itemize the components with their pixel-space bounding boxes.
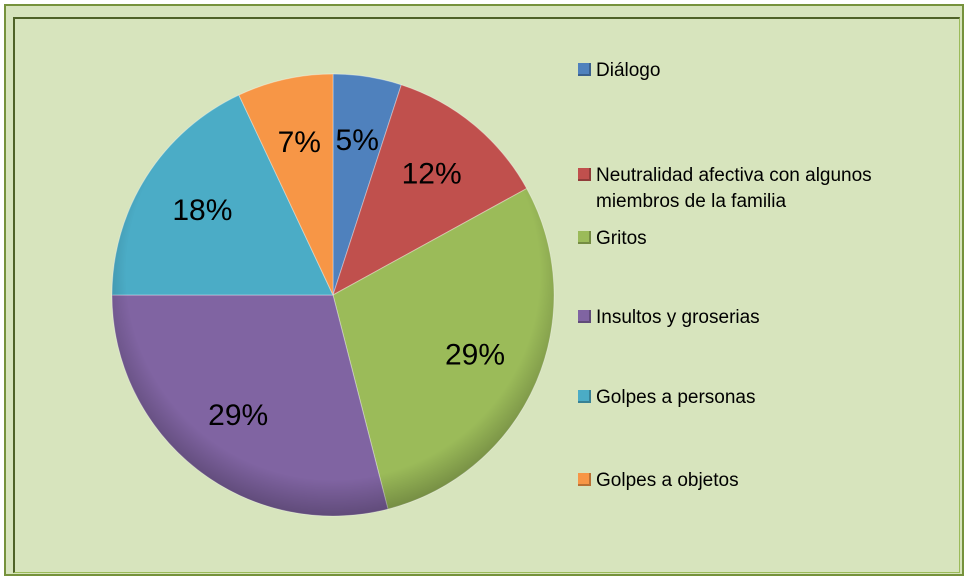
- legend-item: Gritos: [578, 226, 956, 252]
- data-label: 7%: [278, 126, 321, 159]
- legend-label: Gritos: [596, 228, 647, 249]
- legend-swatch: [578, 168, 591, 181]
- legend-item: Insultos y groserias: [578, 305, 956, 331]
- legend-swatch: [578, 231, 591, 244]
- data-label: 5%: [336, 124, 379, 157]
- data-label: 29%: [208, 399, 268, 432]
- legend-swatch: [578, 390, 591, 403]
- legend-swatch: [578, 473, 591, 486]
- legend-swatch: [578, 63, 591, 76]
- legend-item: Neutralidad afectiva con algunos miembro…: [578, 163, 956, 215]
- legend-label: Golpes a personas: [596, 387, 756, 408]
- data-label: 29%: [445, 338, 505, 371]
- legend-swatch: [578, 310, 591, 323]
- legend-item: Golpes a objetos: [578, 468, 956, 494]
- data-label: 12%: [402, 158, 462, 191]
- legend-label: Diálogo: [596, 60, 661, 81]
- legend-label: Golpes a objetos: [596, 470, 739, 491]
- legend-item: Golpes a personas: [578, 385, 956, 411]
- data-label: 18%: [172, 194, 232, 227]
- legend-item: Diálogo: [578, 58, 956, 84]
- legend-label: Neutralidad afectiva con algunos miembro…: [596, 165, 872, 212]
- chart-inner-border: [13, 17, 960, 573]
- legend-label: Insultos y groserias: [596, 307, 760, 328]
